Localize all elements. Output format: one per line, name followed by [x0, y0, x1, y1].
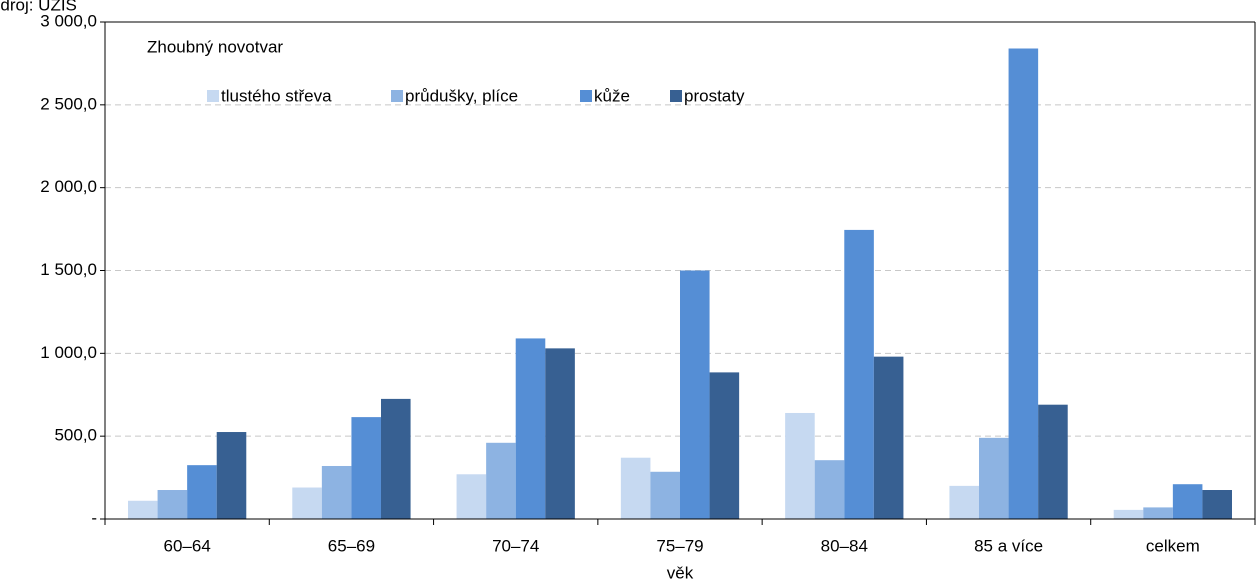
x-tick-label: celkem [1146, 536, 1200, 555]
legend-swatch [391, 90, 403, 102]
bar [486, 442, 516, 519]
x-tick-label: 85 a více [974, 536, 1043, 555]
legend-title: Zhoubný novotvar [147, 37, 283, 56]
bar [321, 465, 352, 519]
legend-label: tlustého střeva [221, 86, 332, 105]
legend-swatch [670, 90, 682, 102]
bar [545, 348, 575, 519]
y-tick-label: 1 000,0 [40, 343, 97, 362]
legend-label: průdušky, plíce [405, 86, 518, 105]
bar [351, 417, 381, 519]
x-tick-label: 60–64 [164, 536, 211, 555]
legend-swatch [580, 90, 592, 102]
bar [650, 471, 680, 519]
x-axis-label: věk [667, 563, 694, 582]
bar [814, 460, 845, 519]
y-tick-label: 2 500,0 [40, 94, 97, 113]
bar [1143, 507, 1173, 519]
bar [949, 485, 979, 519]
bar [456, 474, 487, 519]
legend-label: prostaty [684, 86, 745, 105]
bar [157, 490, 188, 519]
y-tick-label: 500,0 [54, 426, 97, 445]
bar [680, 270, 710, 519]
bar [844, 229, 874, 519]
bar [1202, 490, 1232, 519]
x-tick-label: 75–79 [656, 536, 703, 555]
x-tick-label: 65–69 [328, 536, 375, 555]
bar [979, 437, 1009, 519]
x-tick-label: 80–84 [821, 536, 868, 555]
bar [128, 500, 158, 519]
bar [873, 356, 904, 519]
y-tick-label: 1 500,0 [40, 260, 97, 279]
bar [620, 457, 651, 519]
bar [187, 465, 217, 519]
y-tick-label: 2 000,0 [40, 177, 97, 196]
x-tick-label: 70–74 [492, 536, 539, 555]
bar [515, 338, 546, 519]
source: Zdroj: ÚZIS [0, 0, 77, 14]
bar [216, 432, 247, 519]
bar [785, 412, 815, 519]
y-tick-label: 3 000,0 [40, 11, 97, 30]
bar [1038, 404, 1068, 519]
legend-swatch [207, 90, 219, 102]
bar [1113, 509, 1144, 519]
bar [1172, 484, 1203, 519]
legend-label: kůže [594, 86, 630, 105]
bar [381, 398, 411, 519]
bar [1008, 48, 1039, 520]
bar [292, 487, 322, 519]
y-tick-label: - [91, 508, 97, 527]
bar [709, 372, 740, 519]
